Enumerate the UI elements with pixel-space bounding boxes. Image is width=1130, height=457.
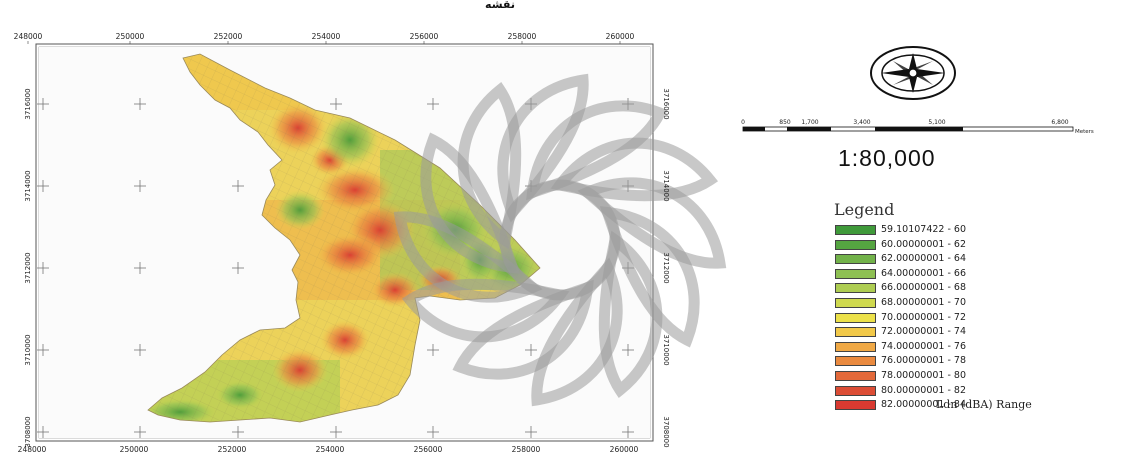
x-tick-label: 250000 <box>116 32 145 41</box>
x-tick-label: 248000 <box>18 445 47 454</box>
map-scale-ratio: 1:80,000 <box>838 145 936 171</box>
y-tick-labels-left: 3716000 3714000 3712000 3710000 3708000 <box>24 88 32 447</box>
x-tick-label: 254000 <box>312 32 341 41</box>
watermark-rosette <box>393 73 727 407</box>
y-tick-label: 3714000 <box>662 170 670 201</box>
x-tick-label: 256000 <box>410 32 439 41</box>
y-tick-label: 3710000 <box>24 334 32 365</box>
legend-swatch <box>835 268 876 279</box>
y-tick-label: 3712000 <box>24 252 32 283</box>
y-tick-labels-right: 3716000 3714000 3712000 3710000 3708000 <box>662 88 670 447</box>
legend-swatch <box>835 239 876 250</box>
legend-item: 60.00000001 - 62 <box>835 238 1035 253</box>
legend-swatch <box>835 400 876 411</box>
x-tick-label: 260000 <box>606 32 635 41</box>
legend-swatch <box>835 254 876 265</box>
legend-item: 70.00000001 - 72 <box>835 311 1035 326</box>
legend-item-label: 80.00000001 - 82 <box>881 384 967 396</box>
x-tick-label: 250000 <box>120 445 149 454</box>
legend-item: 68.00000001 - 70 <box>835 296 1035 311</box>
legend-item: 66.00000001 - 68 <box>835 281 1035 296</box>
x-tick-label: 254000 <box>316 445 345 454</box>
legend-item-label: 72.00000001 - 74 <box>881 326 967 338</box>
legend-item-label: 59.10107422 - 60 <box>881 224 967 235</box>
legend-item-label: 78.00000001 - 80 <box>881 369 967 381</box>
x-tick-label: 252000 <box>218 445 247 454</box>
legend-swatch <box>835 341 876 352</box>
x-tick-label: 248000 <box>14 32 43 41</box>
legend-swatch <box>835 385 876 396</box>
legend: 59.10107422 - 60 60.00000001 - 62 62.00000… <box>835 223 1035 413</box>
legend-range-label: Ldn (dBA) Range <box>936 398 1032 411</box>
legend-item-label: 66.00000001 - 68 <box>881 282 967 294</box>
legend-item: 64.00000001 - 66 <box>835 267 1035 282</box>
legend-swatch <box>835 370 876 381</box>
scale-label: 3,400 <box>853 119 870 126</box>
legend-item-label: 60.00000001 - 62 <box>881 238 967 250</box>
y-tick-label: 3712000 <box>662 252 670 283</box>
y-tick-label: 3708000 <box>662 416 670 447</box>
x-tick-label: 260000 <box>610 445 639 454</box>
compass-rose-icon <box>870 46 956 100</box>
y-tick-label: 3708000 <box>24 416 32 447</box>
x-tick-label: 258000 <box>508 32 537 41</box>
legend-item: 72.00000001 - 74 <box>835 325 1035 340</box>
legend-swatch <box>835 356 876 367</box>
x-tick-labels-top: 248000 250000 252000 254000 256000 258000 2600… <box>14 32 635 44</box>
legend-swatch <box>835 297 876 308</box>
legend-item-label: 62.00000001 - 64 <box>881 253 967 265</box>
legend-item-label: 82.00000001 - 84 <box>881 399 967 411</box>
y-tick-label: 3714000 <box>24 170 32 201</box>
legend-item: 80.00000001 - 82 <box>835 384 1035 399</box>
legend-swatch <box>835 283 876 294</box>
legend-item: 59.10107422 - 60 <box>835 223 1035 238</box>
scale-unit: Meters <box>1075 129 1094 135</box>
legend-swatch <box>835 312 876 323</box>
legend-item-label: 76.00000001 - 78 <box>881 355 967 367</box>
legend-item-label: 74.00000001 - 76 <box>881 340 967 352</box>
x-tick-label: 256000 <box>414 445 443 454</box>
legend-item: 76.00000001 - 78 <box>835 354 1035 369</box>
legend-swatch <box>835 327 876 338</box>
x-tick-label: 252000 <box>214 32 243 41</box>
x-tick-label: 258000 <box>512 445 541 454</box>
legend-title: Legend <box>834 200 895 219</box>
scale-label: 6,800 <box>1051 119 1068 126</box>
scale-bar: 0 850 1,700 3,400 5,100 6,800 Meters <box>741 119 1094 135</box>
x-tick-labels-bottom: 248000 250000 252000 254000 256000 258000 2600… <box>18 445 639 454</box>
legend-item-label: 70.00000001 - 72 <box>881 311 967 323</box>
scale-label: 5,100 <box>928 119 945 126</box>
scale-label: 850 <box>779 119 791 126</box>
scale-label: 0 <box>741 119 745 126</box>
y-tick-label: 3710000 <box>662 334 670 365</box>
legend-item: 74.00000001 - 76 <box>835 340 1035 355</box>
legend-swatch <box>835 225 876 235</box>
legend-item: 82.00000001 - 84 <box>835 398 1035 413</box>
y-tick-label: 3716000 <box>662 88 670 119</box>
legend-item: 78.00000001 - 80 <box>835 369 1035 384</box>
legend-item-label: 64.00000001 - 66 <box>881 267 967 279</box>
scale-label: 1,700 <box>801 119 818 126</box>
legend-item-label: 68.00000001 - 70 <box>881 296 967 308</box>
y-tick-label: 3716000 <box>24 88 32 119</box>
legend-item: 62.00000001 - 64 <box>835 252 1035 267</box>
page-title: ﻧﻘﺸﻪ ﺗﻮﺯﻳﻊ <box>485 0 515 9</box>
